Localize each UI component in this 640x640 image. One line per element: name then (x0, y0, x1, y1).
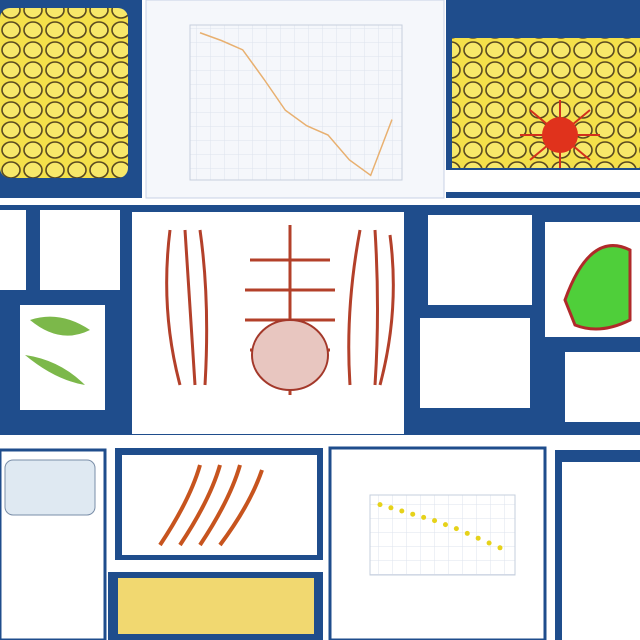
scatter-point (442, 522, 448, 528)
scatter-point (453, 526, 459, 532)
line (199, 32, 393, 177)
scatter-point (486, 540, 492, 546)
anatomy (165, 225, 395, 395)
cell-illustration (0, 8, 128, 178)
scatter-point (377, 502, 383, 508)
sunburst-center (542, 117, 578, 153)
panel (420, 318, 530, 408)
plot-area (369, 494, 516, 576)
panel (565, 352, 640, 422)
panel (0, 210, 26, 290)
scatter-point (388, 505, 394, 511)
organ (251, 319, 329, 391)
panel (428, 215, 532, 305)
plot-area (189, 24, 403, 181)
scatter-point (475, 535, 481, 541)
scatter-point (432, 518, 438, 524)
scatter-point (399, 508, 405, 514)
panel (118, 578, 314, 634)
device (4, 459, 96, 516)
anatomy-panel (132, 212, 404, 434)
ribs (158, 464, 264, 547)
leaf (25, 316, 90, 385)
cell-illustration (452, 38, 640, 168)
caption-strip (446, 170, 640, 192)
scatter-point (464, 530, 470, 536)
scatter-point (497, 545, 503, 551)
panel (562, 462, 640, 640)
panel (40, 210, 120, 290)
model-3d (563, 244, 632, 331)
scatter-point (421, 514, 427, 520)
scatter-point (410, 511, 416, 517)
